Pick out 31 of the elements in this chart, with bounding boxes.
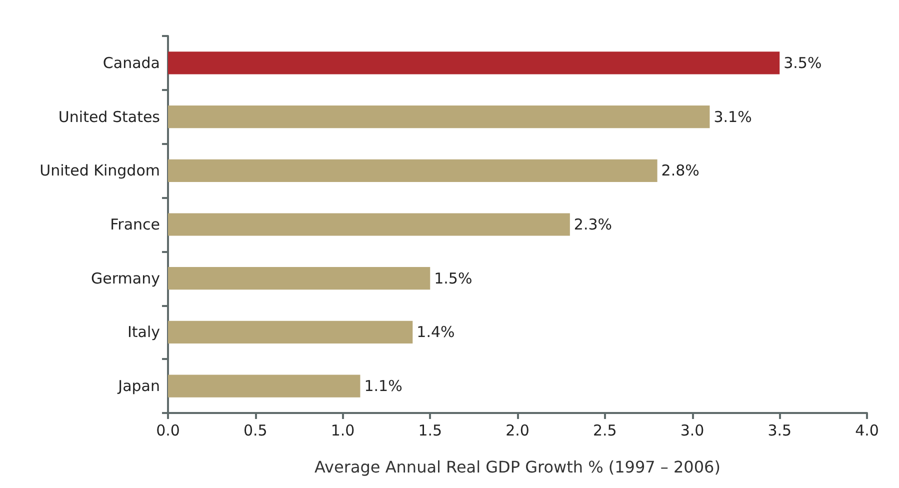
x-tick-label: 1.5 bbox=[418, 422, 442, 440]
bar bbox=[168, 105, 710, 128]
bar bbox=[168, 52, 780, 74]
x-tick-label: 3.0 bbox=[680, 422, 704, 440]
y-tick-label: Canada bbox=[102, 54, 160, 72]
y-tick-label: United States bbox=[58, 108, 160, 126]
y-tick-label: France bbox=[110, 216, 160, 234]
x-tick-label: 4.0 bbox=[855, 422, 879, 440]
bar bbox=[168, 159, 658, 182]
x-tick-label: 1.0 bbox=[330, 422, 355, 440]
data-label: 3.1% bbox=[714, 108, 752, 126]
data-label: 1.1% bbox=[364, 377, 402, 396]
data-label: 2.3% bbox=[574, 216, 612, 234]
x-axis-title: Average Annual Real GDP Growth % (1997 – 2006) bbox=[314, 458, 720, 476]
y-tick-label: Germany bbox=[91, 269, 160, 288]
y-tick-label: Italy bbox=[127, 323, 160, 342]
data-label: 3.5% bbox=[784, 54, 822, 72]
y-tick-label: Japan bbox=[117, 377, 160, 396]
data-label: 1.5% bbox=[434, 269, 472, 288]
x-tick-label: 2.5 bbox=[592, 422, 617, 440]
bar bbox=[168, 374, 360, 398]
bar bbox=[168, 213, 570, 236]
bar bbox=[168, 267, 430, 290]
x-tick-label: 2.0 bbox=[506, 422, 530, 440]
x-tick-label: 0.5 bbox=[243, 422, 268, 440]
data-label: 2.8% bbox=[661, 162, 700, 180]
x-tick-label: 0.0 bbox=[156, 422, 180, 440]
y-tick-label: United Kingdom bbox=[40, 162, 160, 180]
bar bbox=[168, 320, 413, 344]
data-label: 1.4% bbox=[416, 323, 455, 342]
x-tick-label: 3.5 bbox=[768, 422, 792, 440]
